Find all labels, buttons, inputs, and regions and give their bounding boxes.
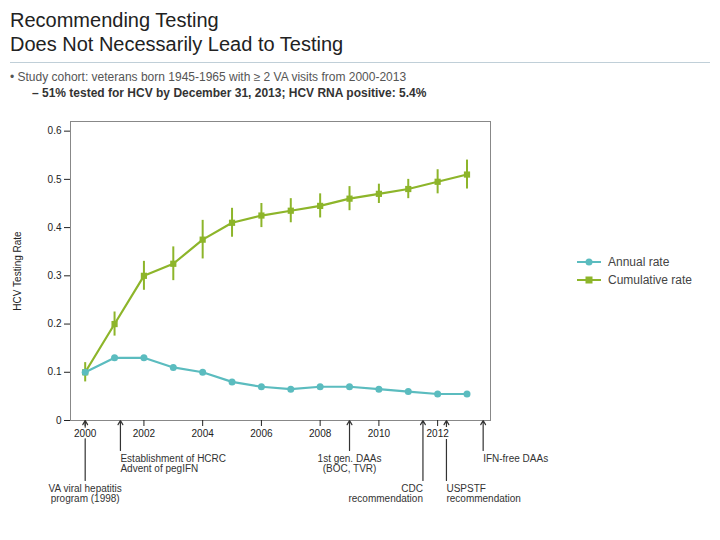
svg-text:2006: 2006 [250, 428, 273, 439]
svg-text:USPSTFrecommendation: USPSTFrecommendation [446, 483, 520, 504]
html-text:– 51% tested for HCV by Decemb: – 51% tested for HCV by December 31, 201… [32, 86, 427, 101]
svg-text:IFN-free DAAs: IFN-free DAAs [483, 453, 548, 464]
html-text:Recommending Testing Does Not: Recommending Testing Does Not Necessaril… [10, 9, 344, 55]
html-text:Cumulative rate: Cumulative rate [608, 272, 692, 287]
svg-text:VA viral hepatitisprogram (199: VA viral hepatitisprogram (1998) [49, 483, 122, 504]
svg-text:2008: 2008 [309, 428, 332, 439]
html-text:• Study cohort: veterans born: • Study cohort: veterans born 1945-1965 … [10, 70, 407, 84]
svg-text:HCV Testing Rate: HCV Testing Rate [12, 231, 23, 311]
svg-text:2010: 2010 [368, 428, 391, 439]
svg-text:0.6: 0.6 [48, 126, 62, 137]
svg-text:Establishment of HCRCAdvent of: Establishment of HCRCAdvent of pegIFN [120, 453, 226, 474]
svg-text:CDCrecommendation: CDCrecommendation [348, 483, 422, 504]
svg-text:2000: 2000 [74, 428, 97, 439]
svg-text:0.5: 0.5 [48, 174, 62, 185]
svg-text:0: 0 [56, 415, 62, 426]
html-text:Annual rate: Annual rate [608, 254, 670, 269]
svg-text:0.1: 0.1 [48, 367, 62, 378]
svg-text:0.2: 0.2 [48, 319, 62, 330]
svg-text:2004: 2004 [192, 428, 215, 439]
svg-text:2012: 2012 [427, 428, 450, 439]
svg-text:2002: 2002 [133, 428, 156, 439]
svg-text:1st gen. DAAs(BOC, TVR): 1st gen. DAAs(BOC, TVR) [318, 453, 382, 474]
svg-text:0.3: 0.3 [48, 270, 62, 281]
svg-text:0.4: 0.4 [48, 222, 62, 233]
